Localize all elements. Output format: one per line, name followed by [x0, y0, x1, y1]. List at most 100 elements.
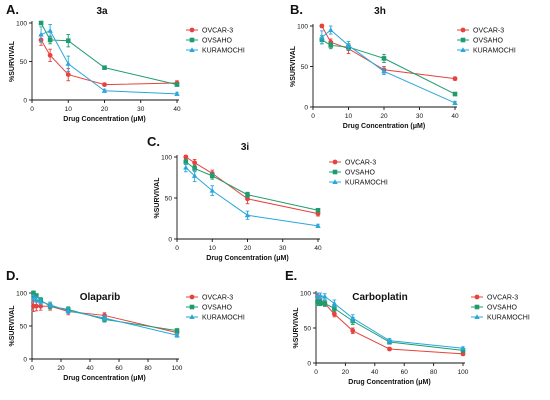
data-point	[350, 328, 356, 334]
data-point	[319, 34, 325, 40]
data-point	[47, 27, 53, 33]
legend-marker	[460, 27, 466, 33]
series-kuramochi	[30, 294, 180, 338]
x-tick-label: 20	[380, 113, 388, 120]
chart-title: Carboplatin	[352, 292, 408, 303]
series-ovcar-3	[38, 34, 180, 87]
series-line	[321, 39, 456, 95]
legend-marker	[189, 294, 195, 300]
y-tick-label: 0	[304, 104, 308, 111]
panel-letter: E.	[285, 268, 297, 283]
legend-label: OVSAHO	[487, 305, 518, 312]
data-point	[101, 87, 108, 93]
y-axis-label: %SURVIVAL	[154, 177, 161, 219]
chart-title: 3i	[241, 142, 250, 153]
x-tick-label: 0	[30, 365, 34, 372]
x-tick-label: 0	[175, 245, 179, 252]
data-point	[452, 76, 458, 82]
legend: OVCAR-3 OVSAHO KURAMOCHI	[329, 160, 388, 187]
data-point	[328, 27, 334, 33]
panel-letter: D.	[6, 268, 19, 283]
x-tick-label: 40	[371, 369, 379, 376]
data-point	[34, 293, 39, 298]
data-point	[174, 332, 180, 338]
x-axis-label: Drug Concentration (μM)	[63, 375, 145, 382]
data-point	[331, 300, 338, 306]
legend-label: OVCAR-3	[202, 295, 233, 302]
data-point	[65, 72, 71, 77]
y-tick-label: 50	[304, 325, 312, 332]
legend-label: KURAMOCHI	[473, 48, 516, 55]
x-tick-label: 20	[244, 245, 252, 252]
y-tick-label: 0	[168, 236, 172, 243]
data-point	[174, 91, 180, 96]
x-tick-label: 80	[144, 365, 152, 372]
data-point	[387, 346, 392, 352]
legend-marker	[332, 159, 338, 165]
data-point	[209, 187, 215, 193]
y-tick-label: 50	[301, 64, 309, 71]
legend-marker	[189, 37, 195, 43]
y-tick-label: 100	[16, 20, 27, 27]
x-tick-label: 10	[65, 106, 73, 113]
y-tick-label: 0	[23, 97, 27, 104]
series-line	[40, 22, 178, 86]
legend-label: OVSAHO	[345, 170, 376, 177]
data-point	[452, 91, 458, 97]
y-tick-label: 100	[297, 23, 308, 30]
series-line	[317, 296, 464, 355]
x-tick-label: 30	[279, 245, 287, 252]
data-point	[102, 65, 107, 70]
y-axis-label: %SURVIVAL	[293, 307, 300, 349]
panel-letter: B.	[290, 2, 303, 17]
y-tick-label: 100	[161, 154, 172, 161]
chart-panel-1: B. 3h 0 50 100 0 10 20 30 40 Drug Concentration (μ…	[290, 2, 516, 130]
x-tick-label: 60	[115, 365, 123, 372]
legend-label: KURAMOCHI	[345, 180, 388, 187]
data-point	[322, 301, 328, 306]
data-point	[174, 328, 180, 333]
series-line	[321, 25, 456, 80]
data-point	[191, 173, 198, 178]
y-tick-label: 0	[307, 360, 311, 367]
legend: OVCAR-3 OVSAHO KURAMOCHI	[186, 28, 245, 55]
data-point	[65, 308, 71, 313]
series-ovsaho	[38, 20, 180, 87]
legend-label: OVCAR-3	[202, 28, 233, 35]
legend-marker	[189, 314, 195, 319]
data-point	[183, 159, 189, 165]
x-tick-label: 40	[173, 106, 181, 113]
panel-letter: C.	[147, 134, 160, 149]
data-point	[38, 303, 44, 309]
chart-panel-3: D. Olaparib 0 50 100 0 20 40 60 80 100 Drug Concent…	[6, 268, 245, 382]
legend-marker	[332, 179, 338, 184]
data-point	[315, 208, 321, 213]
data-point	[315, 223, 321, 228]
legend-marker	[460, 37, 466, 43]
data-point	[209, 173, 215, 179]
y-tick-label: 100	[300, 290, 311, 297]
data-point	[452, 100, 458, 105]
data-point	[192, 160, 198, 166]
legend-label: KURAMOCHI	[487, 315, 530, 322]
legend-label: OVSAHO	[202, 38, 233, 45]
legend-marker	[474, 304, 480, 310]
data-point	[174, 82, 180, 87]
data-point	[318, 300, 323, 306]
legend-marker	[189, 304, 195, 310]
data-point	[33, 296, 40, 302]
chart-title: Olaparib	[80, 292, 121, 303]
legend-marker	[332, 169, 338, 175]
data-point	[47, 52, 53, 58]
data-point	[33, 303, 39, 309]
x-tick-label: 10	[345, 113, 353, 120]
x-tick-label: 40	[314, 245, 322, 252]
x-tick-label: 20	[57, 365, 65, 372]
data-point	[101, 315, 108, 321]
series-line	[321, 29, 456, 104]
x-tick-label: 100	[172, 365, 183, 372]
x-tick-label: 40	[86, 365, 94, 372]
x-axis-label: Drug Concentration (μM)	[63, 116, 145, 123]
x-tick-label: 60	[401, 369, 409, 376]
